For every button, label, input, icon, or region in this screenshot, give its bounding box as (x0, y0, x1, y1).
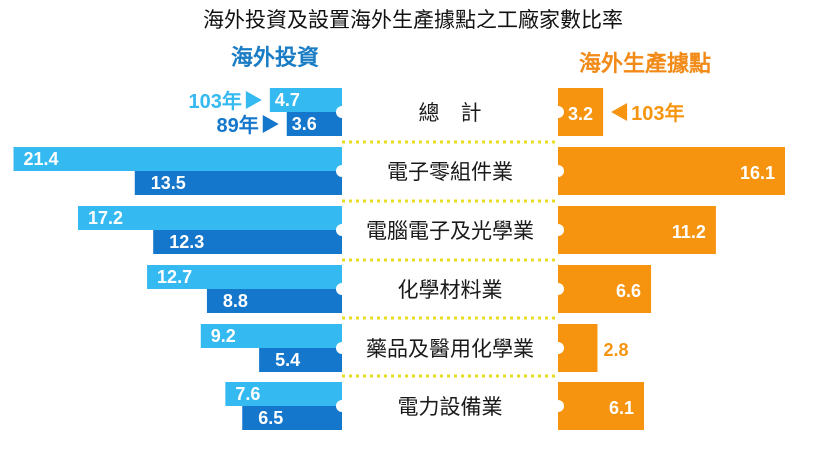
bar-investment-103 (269, 88, 342, 112)
marker-label-103: 103年 (188, 89, 241, 113)
notch-right (552, 224, 564, 236)
bar-production-103 (558, 265, 652, 313)
notch-right (552, 165, 564, 177)
bar-investment-89 (242, 406, 342, 430)
value-label-investment-103: 12.7 (157, 267, 192, 287)
value-label-production-103: 2.8 (603, 340, 628, 360)
value-label-investment-89: 13.5 (151, 173, 186, 193)
bar-production-103 (558, 88, 604, 136)
value-label-investment-103: 17.2 (88, 208, 123, 228)
notch-left (336, 283, 348, 295)
bar-investment-103 (200, 324, 342, 348)
value-label-production-103: 16.1 (740, 163, 775, 183)
category-label: 化學材料業 (398, 278, 503, 302)
notch-right (552, 106, 564, 118)
chart-title: 海外投資及設置海外生產據點之工廠家數比率 (203, 8, 623, 32)
arrow-right-icon (245, 91, 262, 109)
divider-lines (342, 140, 558, 378)
category-label: 電力設備業 (398, 395, 503, 419)
bar-investment-103 (225, 382, 342, 406)
left-header-overseas-investment: 海外投資 (231, 45, 319, 71)
notch-right (552, 342, 564, 354)
value-label-investment-103: 7.6 (235, 384, 260, 404)
category-label: 電子零組件業 (387, 160, 513, 184)
value-label-production-103: 11.2 (672, 222, 706, 242)
category-label: 電腦電子及光學業 (366, 219, 534, 243)
bar-investment-103 (13, 147, 342, 171)
bar-production-103 (558, 324, 598, 372)
value-label-investment-103: 9.2 (211, 326, 236, 346)
notch-right (552, 400, 564, 412)
arrow-left-icon (611, 103, 628, 121)
value-label-investment-103: 21.4 (24, 149, 59, 169)
notch-left (336, 400, 348, 412)
value-label-production-103: 3.2 (568, 104, 593, 124)
bar-production-103 (558, 382, 645, 430)
value-label-production-103: 6.6 (616, 281, 641, 301)
value-label-investment-103: 4.7 (275, 90, 300, 110)
value-label-investment-89: 12.3 (169, 232, 204, 252)
bar-investment-89 (286, 112, 342, 136)
notch-left (336, 342, 348, 354)
bar-production-103 (558, 206, 716, 254)
notch-left (336, 106, 348, 118)
bar-production-103 (558, 147, 786, 195)
category-label: 總 計 (419, 101, 482, 125)
marker-label-production-103: 103年 (631, 101, 684, 125)
category-label: 藥品及醫用化學業 (366, 337, 534, 361)
bar-investment-103 (77, 206, 342, 230)
marker-label-89: 89年 (216, 113, 258, 137)
notch-right (552, 283, 564, 295)
bar-investment-103 (147, 265, 342, 289)
bar-investment-89 (259, 348, 342, 372)
right-header-overseas-production: 海外生產據點 (579, 51, 711, 77)
arrow-right-icon (262, 115, 279, 133)
value-label-investment-89: 3.6 (292, 114, 317, 134)
bar-investment-89 (206, 289, 342, 313)
value-label-investment-89: 8.8 (223, 291, 248, 311)
bar-investment-89 (153, 230, 342, 254)
bars: 4.7 3.6 3.2 21.4 13.5 16.1 17.2 12.3 11.2 12.7 8.8… (13, 88, 786, 430)
notch-left (336, 224, 348, 236)
notch-left (336, 165, 348, 177)
value-label-investment-89: 6.5 (258, 408, 283, 428)
value-label-production-103: 6.1 (609, 398, 634, 418)
value-label-investment-89: 5.4 (275, 350, 300, 370)
bar-investment-89 (134, 171, 342, 195)
